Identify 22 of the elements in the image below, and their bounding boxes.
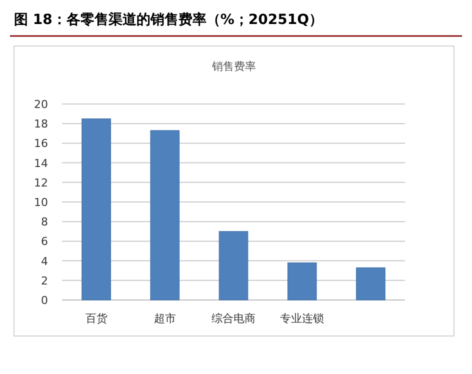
y-tick-label: 6 xyxy=(41,235,48,248)
bar xyxy=(356,267,386,300)
x-tick-label: 超市 xyxy=(154,312,176,325)
y-tick-label: 20 xyxy=(34,98,48,111)
bar xyxy=(150,130,180,300)
bar xyxy=(287,262,317,300)
y-tick-label: 8 xyxy=(41,216,48,229)
y-tick-label: 12 xyxy=(34,176,48,190)
bar xyxy=(218,231,248,300)
x-tick-label: 专业连锁 xyxy=(280,312,324,325)
y-tick-label: 0 xyxy=(41,294,48,307)
x-tick-label: 百货 xyxy=(85,312,108,325)
y-tick-label: 10 xyxy=(34,196,48,209)
bar xyxy=(82,118,111,300)
subtitle: 销售费率 xyxy=(212,60,256,73)
x-tick-label: 综合电商 xyxy=(212,312,256,325)
y-tick-label: 2 xyxy=(41,274,48,288)
y-tick-label: 16 xyxy=(34,137,48,150)
y-tick-label: 4 xyxy=(41,254,48,268)
y-tick-label: 18 xyxy=(34,118,48,131)
title: 图 18：各零售渠道的销售费率（%；20251Q） xyxy=(14,12,323,28)
y-tick-label: 14 xyxy=(34,156,48,170)
